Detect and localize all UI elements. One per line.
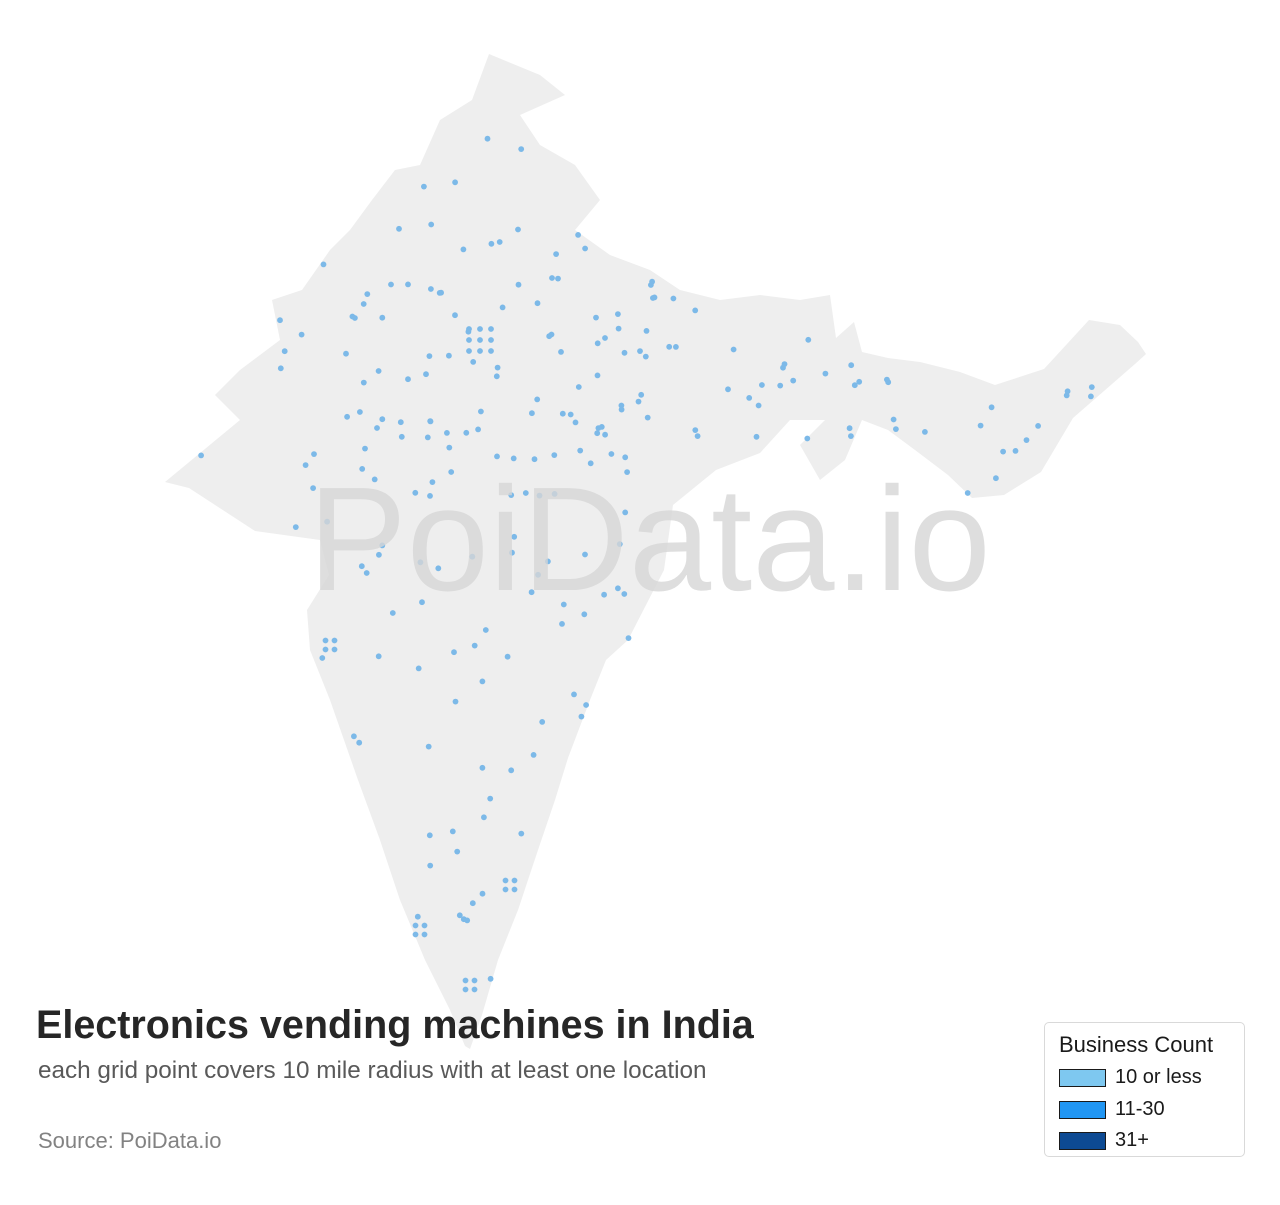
svg-text:PoiData.io: PoiData.io [308,457,991,622]
